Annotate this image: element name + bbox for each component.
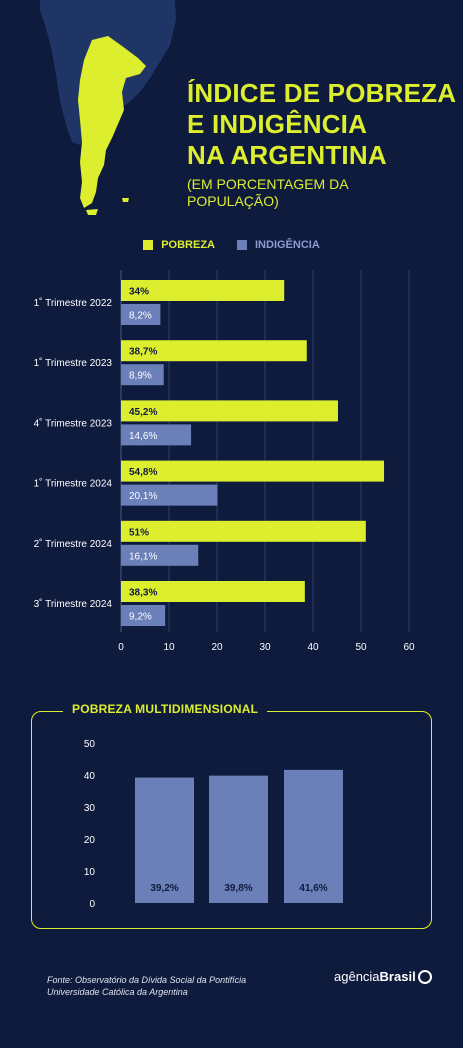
panel-title: POBREZA MULTIDIMENSIONAL — [63, 702, 268, 716]
argentina-shape — [78, 36, 146, 208]
column-bar — [209, 775, 268, 903]
bar-pobreza — [121, 460, 385, 482]
title-line-1: ÍNDICE DE POBREZA — [187, 78, 457, 108]
logo-circle-icon — [417, 969, 432, 984]
bar-value-label: 51% — [129, 527, 149, 538]
tierra-del-fuego-shape — [86, 209, 98, 215]
bar-value-label: 34% — [129, 287, 149, 298]
x-tick-label: 0 — [118, 642, 124, 653]
bar-indigencia — [121, 544, 199, 566]
bar-value-label: 8,9% — [129, 371, 152, 382]
x-tick-label: 50 — [355, 642, 367, 653]
category-label: 2˚ Trimestre 2024 — [34, 538, 113, 550]
logo-text-regular: agência — [334, 969, 380, 984]
bar-value-label: 38,7% — [129, 347, 157, 358]
legend-item-indigencia: INDIGÊNCIA — [237, 239, 320, 251]
horizontal-bar-chart: 0 10 20 30 40 50 60 1˚ Trimestre 2022 34% 8,2% 1˚ … — [34, 270, 415, 653]
y-tick-label: 30 — [84, 803, 96, 814]
bar-value-label: 38,3% — [129, 588, 157, 599]
y-tick-label: 0 — [89, 899, 95, 910]
bar-pobreza — [121, 520, 366, 542]
bar-indigencia — [121, 424, 192, 446]
legend-swatch-pobreza — [143, 240, 154, 250]
chart-title: ÍNDICE DE POBREZA E INDIGÊNCIA NA ARGENT… — [187, 78, 456, 171]
y-tick-label: 40 — [84, 771, 96, 782]
column-value-label: 39,8% — [224, 883, 252, 894]
falkland-islands-shape — [122, 198, 129, 202]
bar-pobreza — [121, 280, 285, 301]
category-label: 1˚ Trimestre 2022 — [34, 297, 113, 309]
bar-value-label: 9,2% — [129, 612, 152, 623]
x-tick-label: 10 — [163, 642, 175, 653]
category-label: 3˚ Trimestre 2024 — [34, 598, 113, 610]
legend-label-indigencia: INDIGÊNCIA — [255, 239, 320, 251]
legend-label-pobreza: POBREZA — [161, 239, 215, 251]
bar-value-label: 8,2% — [129, 311, 152, 322]
bar-value-label: 45,2% — [129, 407, 157, 418]
category-label: 1˚ Trimestre 2024 — [34, 478, 113, 490]
x-tick-label: 60 — [403, 642, 415, 653]
bar-indigencia — [121, 364, 164, 386]
title-line-2: E INDIGÊNCIA — [187, 109, 368, 139]
chart-legend: POBREZA INDIGÊNCIA — [0, 239, 463, 251]
bar-pobreza — [121, 400, 338, 422]
column-value-label: 41,6% — [299, 883, 327, 894]
agencia-brasil-logo: agência Brasil — [334, 969, 432, 984]
x-tick-label: 30 — [259, 642, 271, 653]
y-tick-label: 50 — [84, 739, 96, 750]
y-tick-label: 10 — [84, 867, 96, 878]
category-label: 4˚ Trimestre 2023 — [34, 417, 113, 429]
x-tick-label: 40 — [307, 642, 319, 653]
title-line-3: NA ARGENTINA — [187, 140, 387, 170]
source-note: Fonte: Observatório da Dívida Social da … — [47, 975, 247, 997]
bar-value-label: 20,1% — [129, 491, 157, 502]
column-bar — [135, 777, 194, 903]
bar-indigencia — [121, 605, 166, 626]
south-america-map — [40, 0, 176, 215]
chart-subtitle: (EM PORCENTAGEM DA POPULAÇÃO) — [187, 176, 348, 209]
bar-value-label: 54,8% — [129, 467, 157, 478]
legend-item-pobreza: POBREZA — [143, 239, 215, 251]
x-tick-label: 20 — [211, 642, 223, 653]
column-value-label: 39,2% — [150, 883, 178, 894]
bar-indigencia — [121, 484, 218, 506]
bar-value-label: 16,1% — [129, 551, 157, 562]
bar-value-label: 14,6% — [129, 431, 157, 442]
column-chart: 0 10 20 30 40 50 39,2% 39,8% 41,6% — [84, 739, 343, 910]
bar-pobreza — [121, 581, 305, 602]
legend-swatch-indigencia — [237, 240, 247, 250]
bar-pobreza — [121, 340, 307, 362]
logo-text-bold: Brasil — [379, 969, 416, 984]
y-tick-label: 20 — [84, 835, 96, 846]
bar-indigencia — [121, 304, 161, 325]
column-bar — [284, 769, 343, 903]
category-label: 1˚ Trimestre 2023 — [34, 357, 113, 369]
